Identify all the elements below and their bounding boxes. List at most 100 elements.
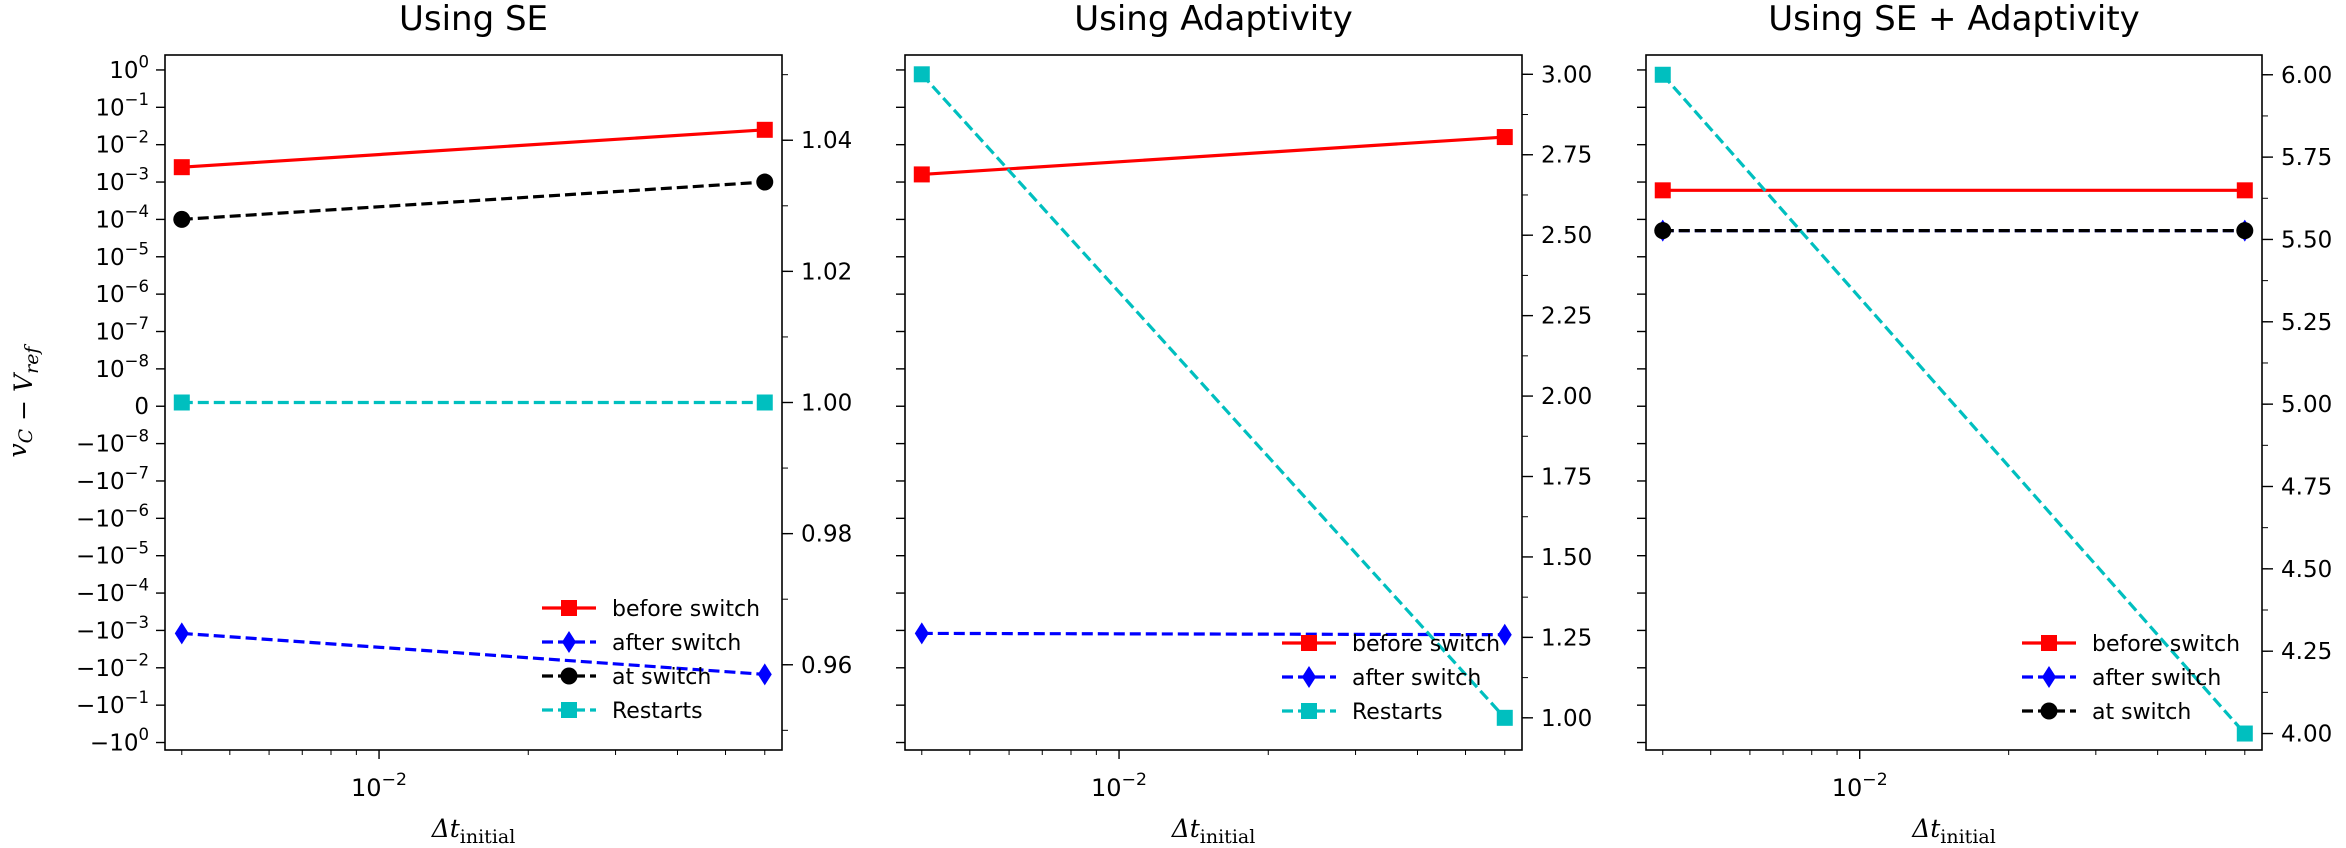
- panel-1-ytick-right-label: 0.98: [801, 522, 852, 548]
- panel-1-ytick-right-label: 1.04: [801, 128, 852, 154]
- panel-3-ytick-right-label: 4.50: [2281, 557, 2332, 583]
- panel-3-series-restarts-point-0: [1654, 66, 1671, 83]
- panel-3-series-at-switch-point-0: [1654, 222, 1672, 240]
- panel-2-legend-before-switch-marker: [1301, 635, 1317, 651]
- panel-2-title: Using Adaptivity: [1074, 0, 1352, 39]
- panel-3-ytick-right-label: 4.75: [2281, 474, 2332, 500]
- panel-1-ytick-left-label: −10−5: [76, 538, 149, 569]
- panel-1-ytick-left-label: 0: [134, 394, 149, 420]
- panel-2-ytick-right-label: 2.25: [1541, 304, 1592, 330]
- panel-2-series-after-switch-line: [921, 631, 1505, 637]
- panel-1-ytick-right-label: 1.00: [801, 391, 852, 417]
- panel-3-series-restarts-point-1: [2236, 725, 2253, 742]
- panel-1-series-before-switch-point-0: [173, 159, 190, 176]
- panel-2-ytick-right-label: 2.50: [1541, 223, 1592, 249]
- panel-1-legend-after-switch-marker: [562, 631, 576, 653]
- panel-3-legend-at-switch-marker: [2040, 702, 2058, 720]
- panel-3-ytick-right-label: 6.00: [2281, 63, 2332, 89]
- panel-1-series-before-switch-point-1: [756, 121, 773, 138]
- panel-1-xtick-label: 10−2: [351, 770, 407, 802]
- panel-3-legend-after-switch-marker: [2042, 666, 2056, 688]
- panel-1-legend-after-switch-label: after switch: [612, 631, 741, 656]
- panel-3-ytick-right-label: 4.25: [2281, 639, 2332, 665]
- panel-1-xlabel: Δtinitial: [431, 814, 516, 844]
- panel-2-ytick-right-label: 2.75: [1541, 143, 1592, 169]
- panel-2-series-restarts-line: [920, 73, 1506, 719]
- panel-1-ytick-left-label: 10−5: [95, 239, 149, 270]
- panel-3-legend-before-switch-marker: [2041, 635, 2057, 651]
- panel-1-series-after-switch-point-1: [757, 663, 772, 686]
- panel-1-ytick-left-label: −100: [90, 725, 149, 756]
- panel-1-series-at-switch-line: [181, 180, 765, 222]
- panel-3-ytick-right-label: 5.75: [2281, 145, 2332, 171]
- panel-2-legend-after-switch-marker: [1302, 666, 1316, 688]
- panel-2-legend-restarts-marker: [1301, 703, 1317, 719]
- panel-1-legend-restarts-label: Restarts: [612, 699, 703, 724]
- panel-3-xtick-label: 10−2: [1832, 770, 1888, 802]
- panel-2-ytick-right-label: 3.00: [1541, 62, 1592, 88]
- panel-1-legend-restarts-marker: [561, 702, 577, 718]
- panel-1-title: Using SE: [399, 0, 548, 39]
- ylabel: vC − Vref: [3, 344, 43, 458]
- panel-2-ytick-right-label: 1.25: [1541, 625, 1592, 651]
- panel-1-ytick-left-label: 10−1: [95, 90, 149, 121]
- panel-2-legend-before-switch-label: before switch: [1352, 632, 1500, 657]
- panel-2-legend-restarts-label: Restarts: [1352, 700, 1443, 725]
- panel-3-frame: [1645, 54, 2263, 751]
- panel-1-series-after-switch-line: [181, 631, 765, 676]
- panel-2-series-before-switch-point-1: [1496, 129, 1513, 146]
- panel-1-ytick-left-label: 10−2: [95, 127, 149, 158]
- panel-2-ytick-right-label: 1.75: [1541, 465, 1592, 491]
- panel-3-series-before-switch-point-1: [2236, 182, 2253, 199]
- panel-1-legend-at-switch-marker: [560, 667, 578, 685]
- panel-1-ytick-right-label: 1.02: [801, 259, 852, 285]
- panel-1-ytick-left-label: −10−3: [76, 613, 149, 644]
- panel-2-xtick-label: 10−2: [1091, 770, 1147, 802]
- panel-1-series-at-switch-point-1: [756, 173, 774, 191]
- panel-1-ytick-left-label: −10−4: [76, 576, 149, 607]
- panel-3-title: Using SE + Adaptivity: [1768, 0, 2140, 39]
- panel-1-ytick-left-label: 10−3: [95, 165, 149, 196]
- panel-1-legend-before-switch-marker: [561, 600, 577, 616]
- panel-1-ytick-left-label: −10−2: [76, 650, 149, 681]
- panel-1-ytick-left-label: 10−8: [95, 352, 149, 383]
- panel-1-ytick-left-label: −10−8: [76, 426, 149, 457]
- panel-2-xlabel: Δtinitial: [1171, 814, 1256, 844]
- panel-1-series-after-switch-point-0: [174, 622, 189, 645]
- panel-2-series-restarts-point-0: [913, 66, 930, 83]
- panel-1-legend-at-switch-label: at switch: [612, 665, 711, 690]
- panel-2-series-restarts-point-1: [1496, 709, 1513, 726]
- panel-2-series-after-switch-point-0: [914, 622, 929, 645]
- panel-2-series-before-switch-line: [921, 135, 1505, 177]
- panel-1-ytick-left-label: 10−4: [95, 202, 149, 233]
- panel-2-series-after-switch-point-1: [1497, 623, 1512, 646]
- panel-3-series-before-switch-point-0: [1654, 182, 1671, 199]
- panel-1-ytick-right-label: 0.96: [801, 653, 852, 679]
- panel-2-frame: [904, 54, 1523, 751]
- panel-1-ytick-left-label: −10−1: [76, 688, 149, 719]
- panel-2-ytick-right-label: 2.00: [1541, 384, 1592, 410]
- panel-2-legend-after-switch-label: after switch: [1352, 666, 1481, 691]
- panel-3-legend-at-switch-label: at switch: [2092, 700, 2191, 725]
- panel-1-legend-before-switch-label: before switch: [612, 597, 760, 622]
- panel-1-series-before-switch-line: [181, 128, 765, 169]
- panel-1-ytick-left-label: 100: [109, 53, 149, 84]
- panel-1-ytick-left-label: 10−7: [95, 314, 149, 345]
- panel-1-series-at-switch-point-0: [173, 210, 191, 228]
- panel-3-legend-after-switch-label: after switch: [2092, 666, 2221, 691]
- panel-1-ytick-left-label: 10−6: [95, 277, 149, 308]
- panel-3-legend-before-switch-label: before switch: [2092, 632, 2240, 657]
- panel-3-ytick-right-label: 4.00: [2281, 722, 2332, 748]
- panel-3-xlabel: Δtinitial: [1911, 814, 1996, 844]
- panel-3-ytick-right-label: 5.50: [2281, 227, 2332, 253]
- panel-1-ytick-left-label: −10−7: [76, 464, 149, 495]
- panel-1-ytick-left-label: −10−6: [76, 501, 149, 532]
- panel-3-series-at-switch-point-1: [2236, 222, 2254, 240]
- panel-2-ytick-right-label: 1.50: [1541, 545, 1592, 571]
- panel-2-series-before-switch-point-0: [913, 166, 930, 183]
- panel-3-series-restarts-line: [1661, 73, 2246, 735]
- panel-3-ytick-right-label: 5.00: [2281, 392, 2332, 418]
- panel-3-ytick-right-label: 5.25: [2281, 310, 2332, 336]
